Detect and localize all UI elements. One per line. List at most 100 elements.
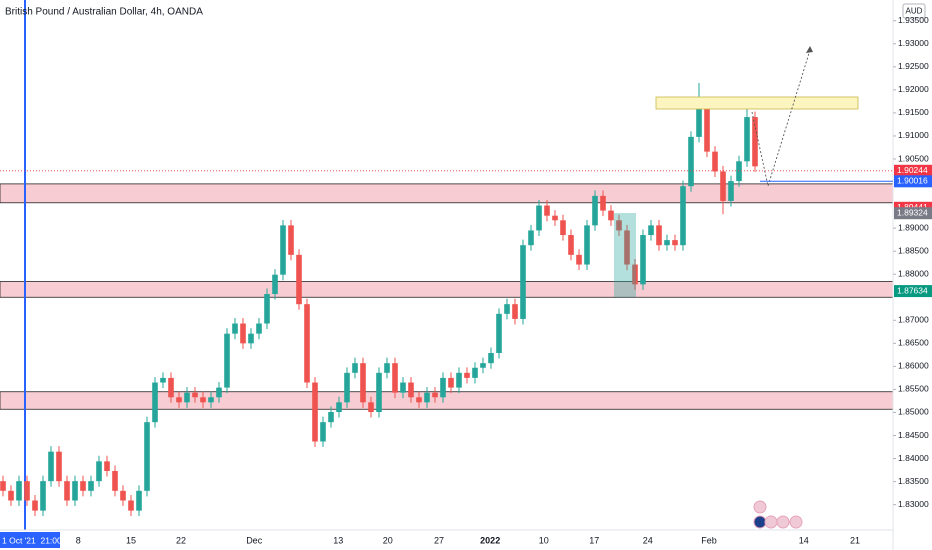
- candle-body: [520, 245, 526, 319]
- candle-body: [232, 323, 238, 334]
- candle-body: [408, 382, 414, 398]
- candle-body: [104, 461, 110, 472]
- candle-body: [552, 215, 558, 221]
- candle-body: [168, 377, 174, 398]
- candle-body: [648, 225, 654, 236]
- candle-body: [24, 481, 30, 501]
- candle-body: [592, 195, 598, 226]
- candle-body: [56, 451, 62, 482]
- candle-body: [736, 161, 742, 182]
- arrow-head: [806, 46, 813, 53]
- candle-body: [688, 136, 694, 187]
- y-tick-label: 1.92000: [898, 84, 929, 94]
- candle-body: [256, 323, 262, 334]
- candle-body: [144, 422, 150, 491]
- zone: [0, 391, 894, 410]
- candle-body: [264, 294, 270, 324]
- currency-box[interactable]: [902, 3, 926, 19]
- y-tick-label: 1.86000: [898, 361, 929, 371]
- candle-body: [16, 481, 22, 501]
- candle-body: [32, 500, 38, 511]
- candle-body: [664, 240, 670, 246]
- candle-body: [64, 481, 70, 501]
- candle-body: [0, 481, 6, 491]
- y-tick-label: 1.92500: [898, 61, 929, 71]
- highlight-box: [614, 213, 636, 297]
- candle-body: [72, 481, 78, 501]
- candle-body: [528, 230, 534, 246]
- candle-body: [504, 304, 510, 314]
- candle-body: [480, 363, 486, 368]
- candle-body: [224, 333, 230, 388]
- candle-body: [696, 102, 702, 137]
- y-tick-label: 1.89000: [898, 222, 929, 232]
- y-tick-label: 1.87000: [898, 315, 929, 325]
- candle-body: [192, 392, 198, 398]
- x-tick-label: Feb: [701, 535, 717, 545]
- price-badge: [894, 285, 932, 298]
- price-badge-label: 1.90244: [897, 165, 928, 175]
- y-tick-label: 1.84000: [898, 453, 929, 463]
- y-tick-label: 1.91000: [898, 130, 929, 140]
- x-tick-label: 27: [434, 535, 444, 545]
- candle-body: [608, 210, 614, 221]
- candle-body: [488, 353, 494, 364]
- y-tick-label: 1.84500: [898, 430, 929, 440]
- candle-body: [160, 377, 166, 383]
- candle-body: [440, 377, 446, 398]
- candle-body: [392, 363, 398, 393]
- candle-body: [280, 225, 286, 275]
- y-tick-label: 1.86500: [898, 338, 929, 348]
- x-tick-label: 14: [799, 535, 809, 545]
- candle-body: [544, 205, 550, 216]
- candle-body: [432, 392, 438, 398]
- candle-body: [240, 323, 246, 344]
- candle-body: [128, 500, 134, 511]
- y-tick-label: 1.90500: [898, 153, 929, 163]
- candle-body: [272, 274, 278, 295]
- y-tick-label: 1.85500: [898, 384, 929, 394]
- candle-body: [200, 397, 206, 403]
- candle-body: [424, 392, 430, 403]
- y-tick-label: 1.88500: [898, 245, 929, 255]
- x-tick-label: Dec: [246, 535, 263, 545]
- candle-body: [512, 304, 518, 319]
- candle-body: [312, 382, 318, 442]
- candle-body: [640, 235, 646, 285]
- x-tick-label: 20: [383, 535, 393, 545]
- candle-body: [136, 490, 142, 511]
- candle-body: [40, 481, 46, 511]
- candle-body: [344, 372, 350, 403]
- candle-body: [328, 412, 334, 423]
- x-tick-label: 10: [539, 535, 549, 545]
- zone: [0, 183, 894, 204]
- y-tick-label: 1.93500: [898, 15, 929, 25]
- candle-body: [360, 363, 366, 403]
- candle-body: [720, 171, 726, 201]
- chart-title: British Pound / Australian Dollar, 4h, O…: [5, 7, 203, 18]
- price-badge: [894, 175, 932, 188]
- x-tick-label: 24: [643, 535, 653, 545]
- x-tick-label: 17: [589, 535, 599, 545]
- x-tick-label: 15: [126, 535, 136, 545]
- candle-body: [568, 235, 574, 255]
- candle-body: [296, 254, 302, 305]
- candle-body: [368, 402, 374, 413]
- price-badge: [894, 164, 932, 177]
- currency: AUD: [906, 7, 923, 16]
- candle-body: [352, 363, 358, 373]
- candle-body: [672, 240, 678, 246]
- candle-body: [576, 254, 582, 265]
- candle-body: [744, 117, 750, 162]
- candle-body: [288, 225, 294, 255]
- candle-body: [216, 387, 222, 398]
- candle-body: [632, 264, 638, 285]
- candle-body: [584, 225, 590, 265]
- candle-body: [208, 397, 214, 403]
- candle-body: [112, 471, 118, 491]
- y-tick-label: 1.83000: [898, 499, 929, 509]
- candle-body: [680, 186, 686, 246]
- candle-body: [752, 117, 758, 167]
